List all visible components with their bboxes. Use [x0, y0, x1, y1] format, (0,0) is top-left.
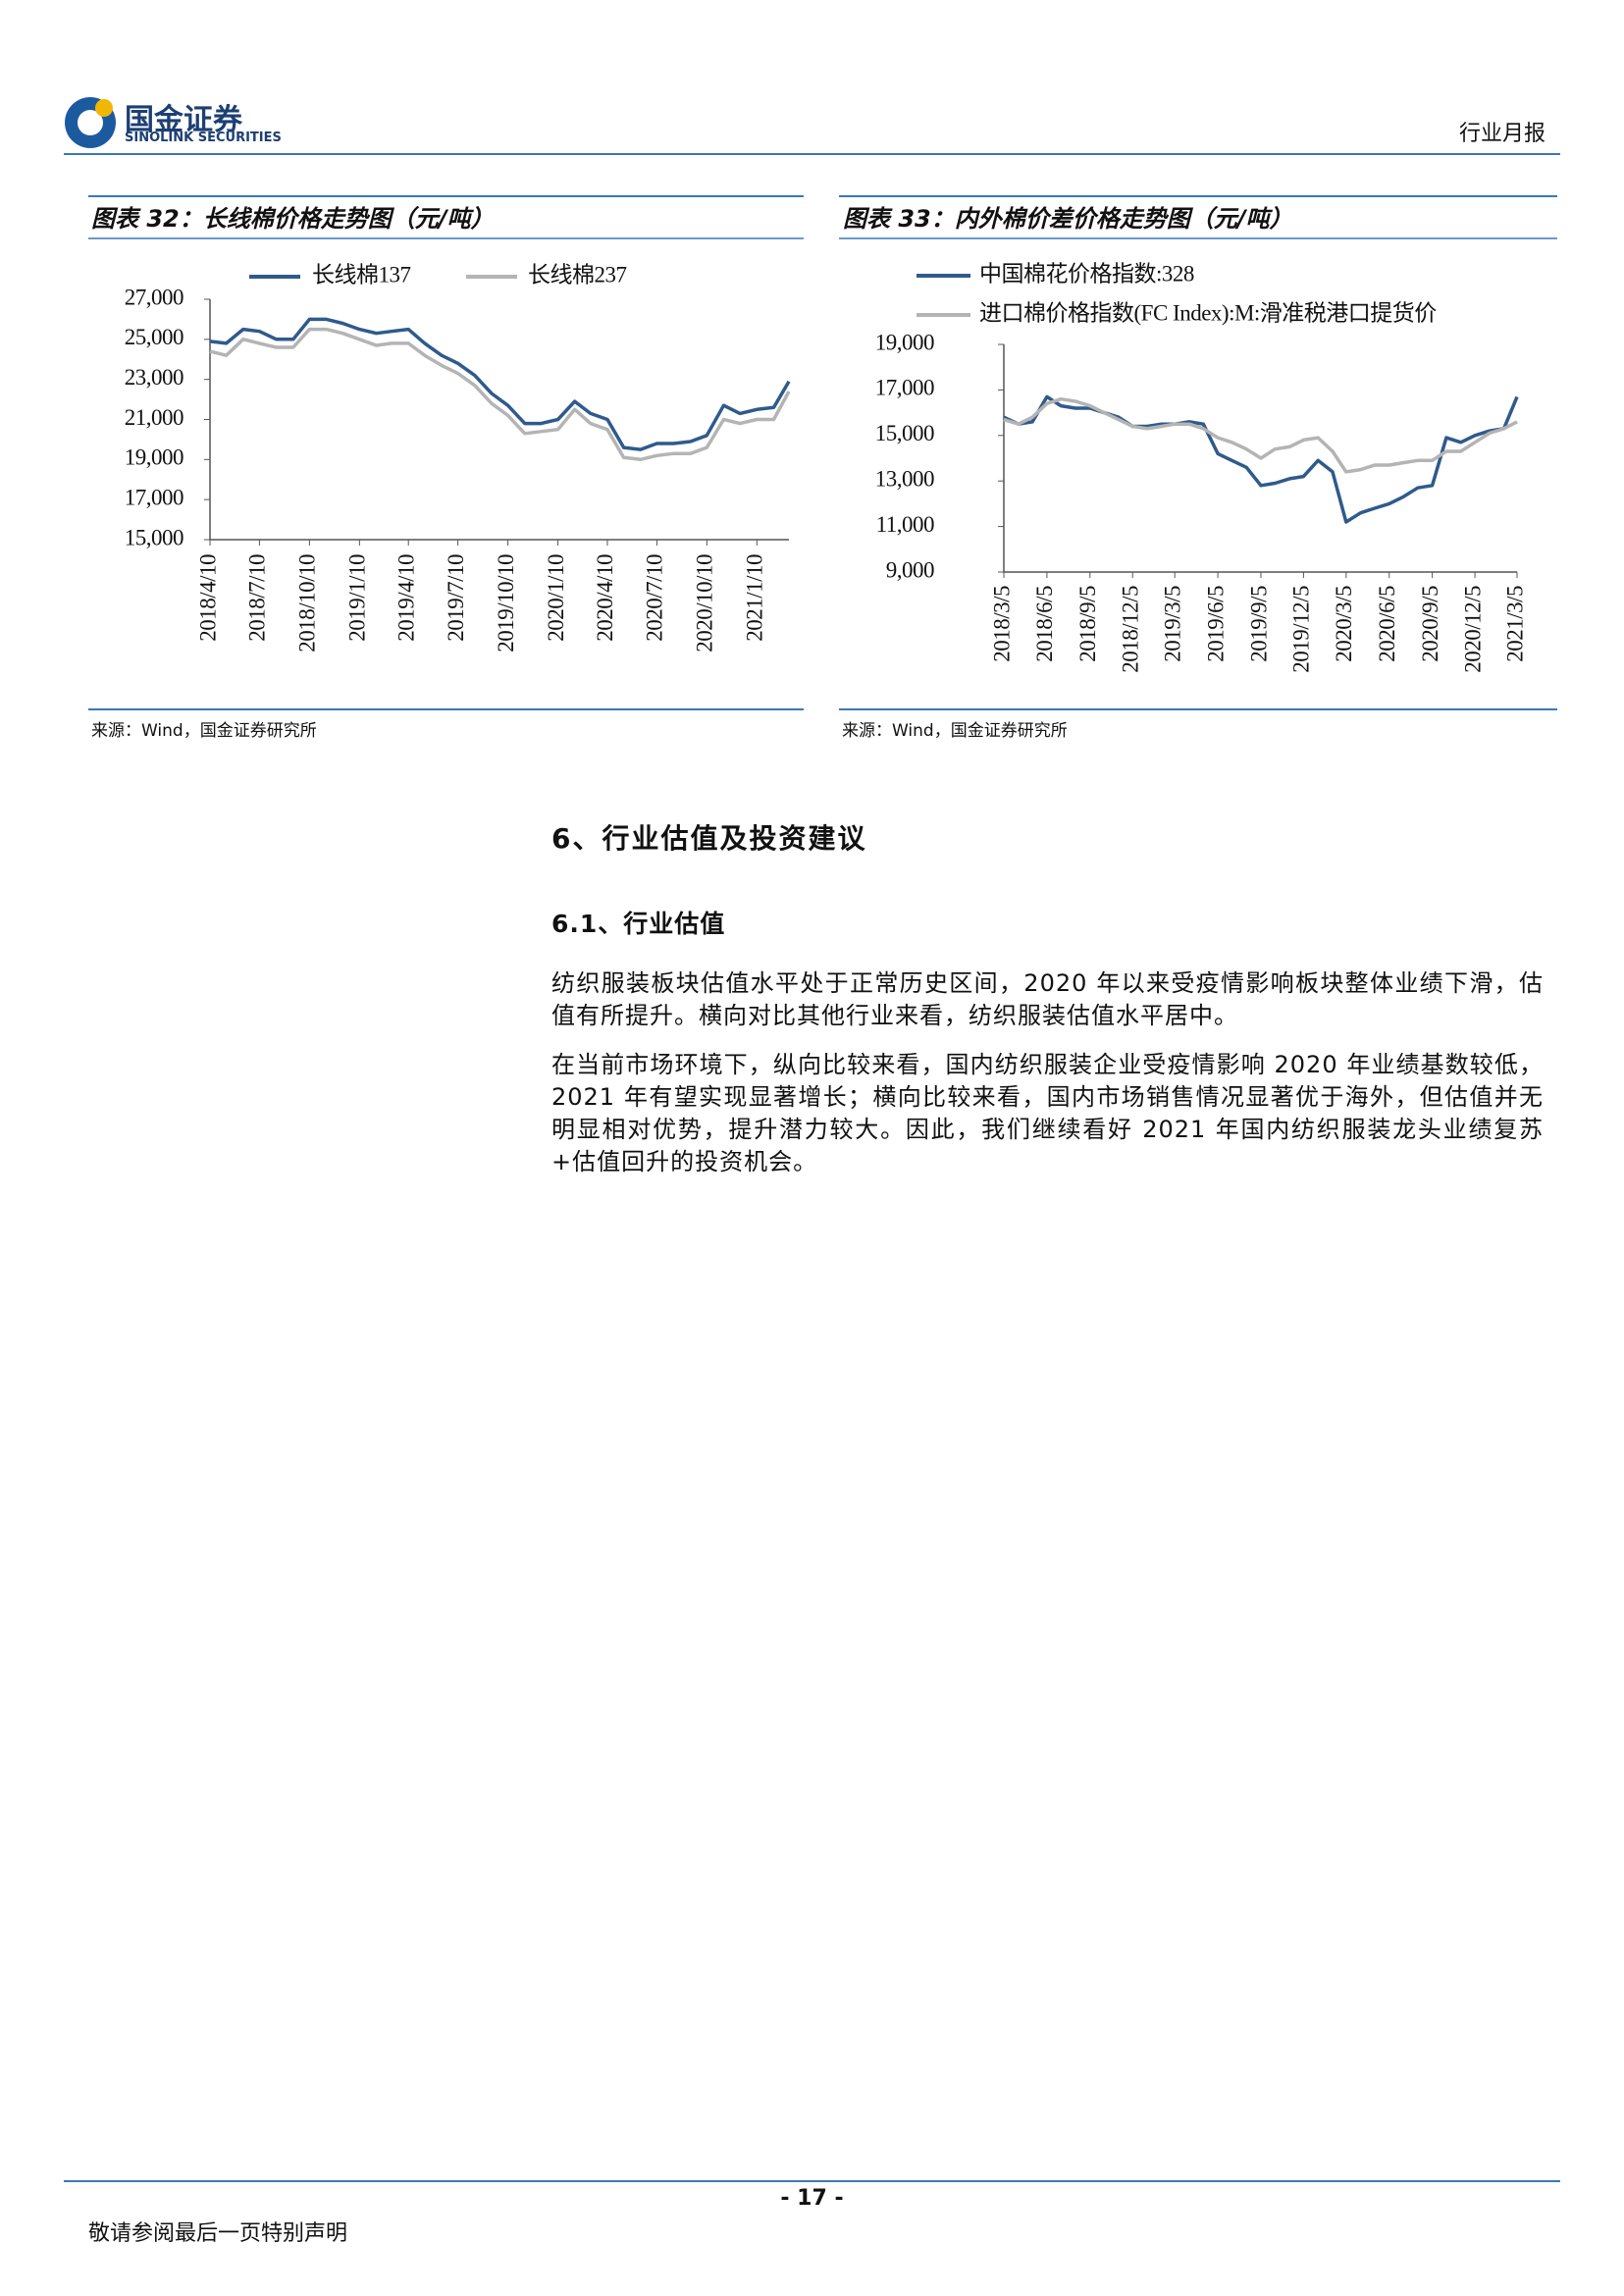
y-tick-label: 11,000 — [876, 512, 934, 537]
y-tick-label: 17,000 — [125, 485, 183, 509]
x-tick-label: 2018/4/10 — [195, 554, 220, 642]
logo-inner — [78, 110, 103, 135]
source: 来源：Wind，国金证券研究所 — [91, 721, 317, 741]
y-tick-label: 13,000 — [875, 466, 934, 491]
x-tick-label: 2019/9/5 — [1246, 586, 1271, 662]
y-tick-label: 9,000 — [886, 557, 934, 582]
legend-label: 长线棉237 — [528, 262, 627, 287]
x-tick-label: 2021/3/5 — [1502, 586, 1527, 662]
chart-title: 图表 32：长线棉价格走势图（元/吨） — [91, 205, 495, 233]
x-tick-label: 2019/12/5 — [1289, 586, 1314, 673]
subsection-title: 6.1、行业估值 — [551, 910, 726, 938]
y-tick-label: 15,000 — [125, 525, 183, 549]
series-line — [209, 327, 791, 462]
x-tick-label: 2019/4/10 — [393, 554, 418, 642]
y-tick-label: 21,000 — [125, 405, 183, 430]
y-tick-label: 19,000 — [125, 445, 183, 470]
brand: 国金证券 — [125, 103, 242, 137]
x-tick-label: 2018/7/10 — [245, 554, 270, 642]
x-tick-label: 2018/6/5 — [1032, 586, 1057, 662]
y-tick-label: 15,000 — [875, 421, 934, 445]
series-line — [209, 317, 791, 451]
x-tick-label: 2019/7/10 — [444, 554, 468, 642]
x-tick-label: 2018/9/5 — [1075, 586, 1100, 662]
disclaimer: 敬请参阅最后一页特别声明 — [88, 2221, 348, 2246]
source: 来源：Wind，国金证券研究所 — [842, 721, 1068, 741]
y-tick-label: 27,000 — [125, 285, 183, 309]
legend-label: 中国棉花价格指数:328 — [979, 261, 1194, 286]
report-type: 行业月报 — [1458, 122, 1545, 146]
y-tick-label: 19,000 — [875, 330, 934, 354]
x-tick-label: 2019/6/5 — [1203, 586, 1228, 662]
x-tick-label: 2018/3/5 — [989, 586, 1014, 662]
legend-label: 进口棉价格指数(FC Index):M:滑准税港口提货价 — [979, 300, 1437, 325]
page-number: - 17 - — [780, 2186, 844, 2211]
x-tick-label: 2020/4/10 — [593, 554, 617, 642]
y-tick-label: 25,000 — [125, 325, 183, 349]
x-tick-label: 2019/10/10 — [494, 554, 518, 652]
x-tick-label: 2018/12/5 — [1119, 586, 1143, 673]
y-tick-label: 23,000 — [125, 365, 183, 390]
x-tick-label: 2020/3/5 — [1332, 586, 1356, 662]
chart-title: 图表 33：内外棉价差价格走势图（元/吨） — [843, 205, 1293, 233]
x-tick-label: 2020/7/10 — [643, 554, 667, 642]
x-tick-label: 2020/6/5 — [1375, 586, 1399, 662]
logo-dot — [95, 99, 113, 117]
section-title: 6、行业估值及投资建议 — [551, 822, 867, 855]
y-tick-label: 17,000 — [875, 376, 934, 400]
x-tick-label: 2020/12/5 — [1460, 586, 1485, 673]
paragraph: 纺织服装板块估值水平处于正常历史区间，2020 年以来受疫情影响板块整体业绩下滑… — [551, 969, 1544, 1029]
x-tick-label: 2019/1/10 — [345, 554, 370, 642]
x-tick-label: 2021/1/10 — [743, 554, 767, 642]
series-line — [1003, 394, 1519, 524]
x-tick-label: 2020/10/10 — [693, 554, 717, 652]
x-tick-label: 2019/3/5 — [1160, 586, 1184, 662]
legend-label: 长线棉137 — [312, 262, 411, 287]
series-line — [1003, 396, 1518, 474]
x-tick-label: 2020/9/5 — [1418, 586, 1442, 662]
paragraph: 在当前市场环境下，纵向比较来看，国内纺织服装企业受疫情影响 2020 年业绩基数… — [551, 1051, 1544, 1175]
x-tick-label: 2020/1/10 — [544, 554, 568, 642]
x-tick-label: 2018/10/10 — [295, 554, 320, 652]
brand-en: SINOLINK SECURITIES — [125, 130, 282, 145]
